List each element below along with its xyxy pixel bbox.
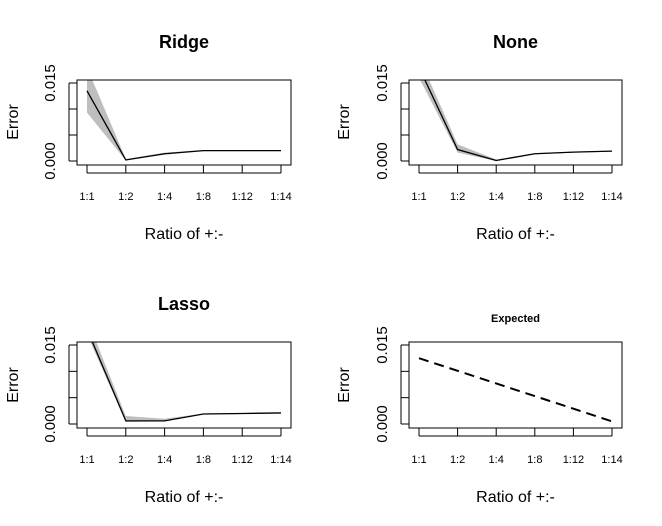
series-line: [424, 80, 613, 162]
x-tick-label: 1:4: [489, 191, 504, 203]
panel-lasso: Lasso 0.000 0.015 1:1 1:2 1:4 1:8 1:12 1:14 Ratio…: [5, 294, 292, 506]
x-tick-label: 1:1: [411, 454, 426, 466]
x-tick-label: 1:14: [601, 454, 622, 466]
x-tick-label: 1:2: [450, 454, 465, 466]
x-tick-label: 1:14: [601, 191, 622, 203]
x-tick-label: 1:14: [270, 454, 291, 466]
x-axis-label: Ratio of +:-: [476, 226, 555, 243]
plot-frame: [76, 79, 292, 166]
x-tick-label: 1:2: [450, 191, 465, 203]
plot-frame: [76, 341, 292, 429]
x-tick-label: 1:2: [118, 191, 133, 203]
chart-title: Ridge: [159, 32, 209, 52]
y-axis-label: Error: [336, 367, 353, 403]
y-tick-label: 0.000: [42, 405, 59, 443]
y-axis-label: Error: [336, 104, 353, 140]
chart-title: Lasso: [158, 294, 210, 314]
data-layer: [90, 342, 282, 422]
error-band: [87, 80, 281, 161]
series-line: [86, 90, 281, 161]
x-tick-label: 1:1: [79, 454, 94, 466]
y-tick-label: 0.000: [374, 142, 391, 180]
chart-title: None: [493, 32, 538, 52]
y-tick-label: 0.015: [374, 326, 391, 364]
x-tick-label: 1:12: [563, 191, 584, 203]
panel-ridge: Ridge 0.000 0.015 1:1 1:2 1:4 1:8 1:12 1:14 Ratio…: [5, 32, 292, 243]
x-tick-label: 1:4: [157, 191, 172, 203]
y-tick-label: 0.015: [42, 326, 59, 364]
x-tick-label: 1:12: [231, 191, 252, 203]
x-tick-label: 1:8: [196, 191, 211, 203]
panel-expected: Expected 0.000 0.015 1:1 1:2 1:4 1:8 1:12 1:14 Ra…: [336, 313, 623, 506]
x-tick-label: 1:1: [411, 191, 426, 203]
x-tick-label: 1:4: [489, 454, 504, 466]
x-tick-label: 1:8: [196, 454, 211, 466]
x-tick-label: 1:2: [118, 454, 133, 466]
y-tick-label: 0.000: [374, 405, 391, 443]
x-tick-label: 1:12: [563, 454, 584, 466]
x-tick-label: 1:4: [157, 454, 172, 466]
data-layer: [86, 80, 281, 161]
y-tick-label: 0.015: [42, 64, 59, 102]
plot-frame: [408, 341, 623, 429]
x-axis-label: Ratio of +:-: [145, 489, 224, 506]
x-tick-label: 1:8: [527, 454, 542, 466]
x-tick-label: 1:12: [231, 454, 252, 466]
panel-none: None 0.000 0.015 1:1 1:2 1:4 1:8 1:12 1:14 Ratio …: [336, 32, 623, 243]
y-tick-label: 0.015: [374, 64, 391, 102]
error-band: [420, 80, 612, 161]
data-layer: [420, 80, 613, 162]
y-axis-label: Error: [5, 104, 22, 140]
x-axis-label: Ratio of +:-: [476, 489, 555, 506]
plot-frame: [408, 79, 623, 166]
x-tick-label: 1:8: [527, 191, 542, 203]
error-band: [90, 342, 281, 422]
data-layer: [418, 357, 613, 423]
y-axis-label: Error: [5, 367, 22, 403]
x-tick-label: 1:1: [79, 191, 94, 203]
y-tick-label: 0.000: [42, 142, 59, 180]
dashed-line: [418, 357, 613, 423]
x-tick-label: 1:14: [270, 191, 291, 203]
x-axis-label: Ratio of +:-: [145, 226, 224, 243]
chart-title: Expected: [491, 313, 540, 325]
series-line: [91, 342, 282, 422]
